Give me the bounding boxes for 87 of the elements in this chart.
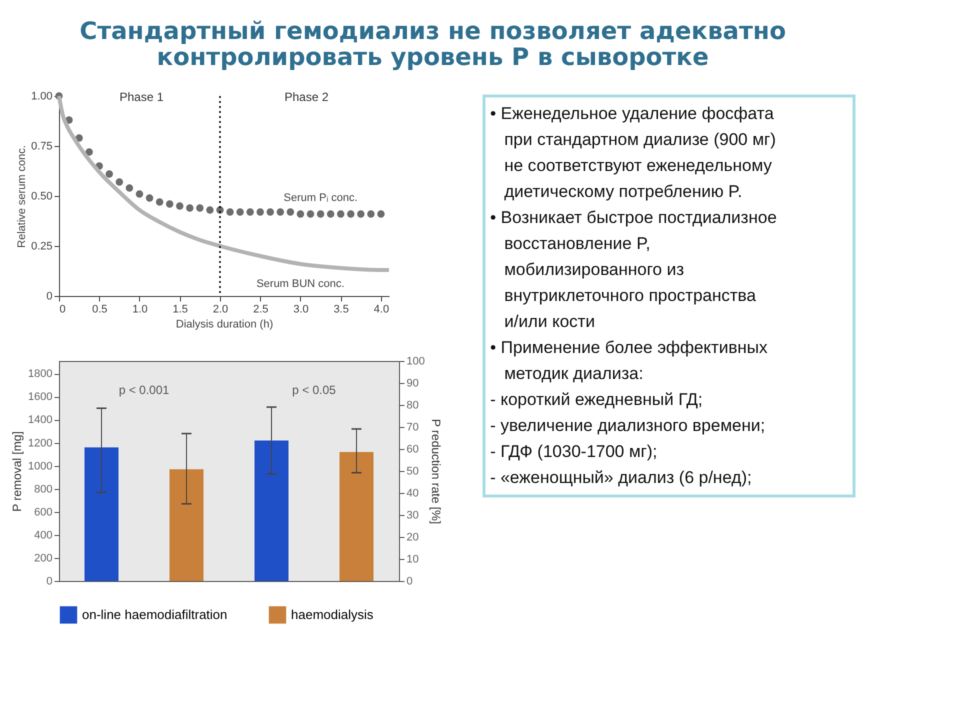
y-tick-label: 0.50 bbox=[31, 190, 52, 202]
text: - «еженощный» диализ (6 р/нед); bbox=[490, 468, 752, 487]
y2-axis-title: P reduction rate [%] bbox=[428, 418, 443, 524]
y-tick-label: 400 bbox=[34, 529, 52, 542]
annotation: Phase 1 bbox=[119, 90, 164, 104]
point bbox=[186, 204, 194, 212]
x-tick-label: 1.0 bbox=[132, 304, 148, 316]
annotation: Phase 2 bbox=[284, 90, 329, 104]
text: • Возникает быстрое постдиализное восстановление P, мобилизированного из внутриклеточного пространства и/или кости bbox=[490, 208, 777, 331]
point bbox=[166, 200, 174, 208]
y-tick-label: 1600 bbox=[28, 391, 52, 404]
point bbox=[326, 210, 334, 218]
x-tick-label: 0 bbox=[60, 304, 66, 316]
y2-tick-label: 60 bbox=[406, 444, 419, 456]
point bbox=[106, 170, 114, 178]
x-tick-label: 2.5 bbox=[253, 304, 268, 316]
y-tick-label: 1800 bbox=[28, 368, 52, 380]
x-tick-label: 3.5 bbox=[334, 304, 349, 316]
x-axis-title: Dialysis duration (h) bbox=[176, 318, 274, 330]
legend-label: on-line haemodiafiltration bbox=[82, 606, 228, 622]
point bbox=[276, 208, 284, 216]
y2-tick-label: 90 bbox=[406, 378, 419, 390]
text: - увеличение диализного времени; bbox=[490, 416, 766, 435]
y-axis-title: Relative serum conc. bbox=[16, 145, 28, 248]
x-tick-label: 2.0 bbox=[212, 304, 228, 316]
point bbox=[206, 206, 214, 214]
y-tick-label: 1200 bbox=[28, 437, 52, 450]
y2-tick-label: 10 bbox=[406, 554, 419, 566]
text: - ГДФ (1030-1700 мг); bbox=[490, 442, 658, 461]
point bbox=[367, 210, 375, 218]
point bbox=[246, 208, 254, 216]
y-tick-label: 1400 bbox=[28, 414, 52, 426]
text: • Еженедельное удаление фосфата при стандартном диализе (900 мг) не соответствуют еженедельному диетическому потреблению P. bbox=[490, 104, 776, 202]
x-tick-label: 3.0 bbox=[293, 304, 309, 316]
y-tick-label: 1000 bbox=[28, 460, 52, 472]
point bbox=[337, 210, 344, 218]
point bbox=[85, 148, 93, 156]
point bbox=[156, 198, 164, 206]
y2-tick-label: 20 bbox=[406, 532, 419, 544]
point bbox=[377, 210, 385, 218]
y-tick-label: 0 bbox=[46, 290, 52, 302]
y-tick-label: 0.25 bbox=[31, 240, 52, 252]
point bbox=[226, 208, 234, 216]
point bbox=[176, 202, 184, 210]
point bbox=[357, 210, 365, 218]
y2-tick-label: 0 bbox=[406, 576, 413, 588]
point bbox=[196, 204, 204, 212]
y2-tick-label: 100 bbox=[406, 356, 425, 368]
point bbox=[296, 210, 304, 218]
point bbox=[286, 208, 294, 216]
series-label: Serum BUN conc. bbox=[256, 278, 344, 290]
point bbox=[116, 178, 124, 186]
series-label: Serum Pᵢ conc. bbox=[284, 192, 358, 204]
annotation: p < 0.05 bbox=[292, 383, 336, 397]
point bbox=[236, 208, 244, 216]
point bbox=[126, 184, 134, 192]
point bbox=[266, 208, 274, 216]
text: • Применение более эффективных методик диализа: bbox=[490, 338, 768, 383]
x-tick-label: 0.5 bbox=[92, 304, 108, 316]
y-tick-label: 600 bbox=[34, 506, 52, 518]
bar bbox=[254, 440, 288, 581]
y-tick-label: 0.75 bbox=[31, 140, 52, 152]
x-tick-label: 4.0 bbox=[374, 304, 390, 316]
bar bbox=[84, 447, 118, 581]
point bbox=[146, 194, 154, 202]
chart-title: Стандартный гемодиализ не позволяет адекватно контролировать уровень P в сыворотке bbox=[80, 17, 786, 71]
point bbox=[306, 210, 314, 218]
bar bbox=[340, 452, 374, 581]
x-tick-label: 1.5 bbox=[172, 304, 188, 316]
y2-tick-label: 70 bbox=[406, 422, 419, 434]
point bbox=[316, 210, 324, 218]
y2-tick-label: 40 bbox=[406, 488, 419, 500]
legend-label: haemodialysis bbox=[291, 606, 374, 622]
point bbox=[136, 190, 144, 198]
y2-tick-label: 30 bbox=[406, 510, 419, 522]
annotation: p < 0.001 bbox=[118, 383, 170, 397]
y-tick-label: 0 bbox=[46, 576, 52, 588]
point bbox=[256, 208, 264, 216]
y2-tick-label: 50 bbox=[406, 466, 419, 478]
point bbox=[347, 210, 354, 218]
y-tick-label: 800 bbox=[34, 483, 52, 496]
bar bbox=[170, 469, 204, 581]
y-axis-title: P removal [mg] bbox=[10, 431, 24, 512]
y-tick-label: 200 bbox=[34, 552, 52, 564]
y2-tick-label: 80 bbox=[406, 400, 419, 412]
y-tick-label: 1.00 bbox=[31, 90, 52, 102]
text: - короткий ежедневный ГД; bbox=[490, 390, 703, 409]
